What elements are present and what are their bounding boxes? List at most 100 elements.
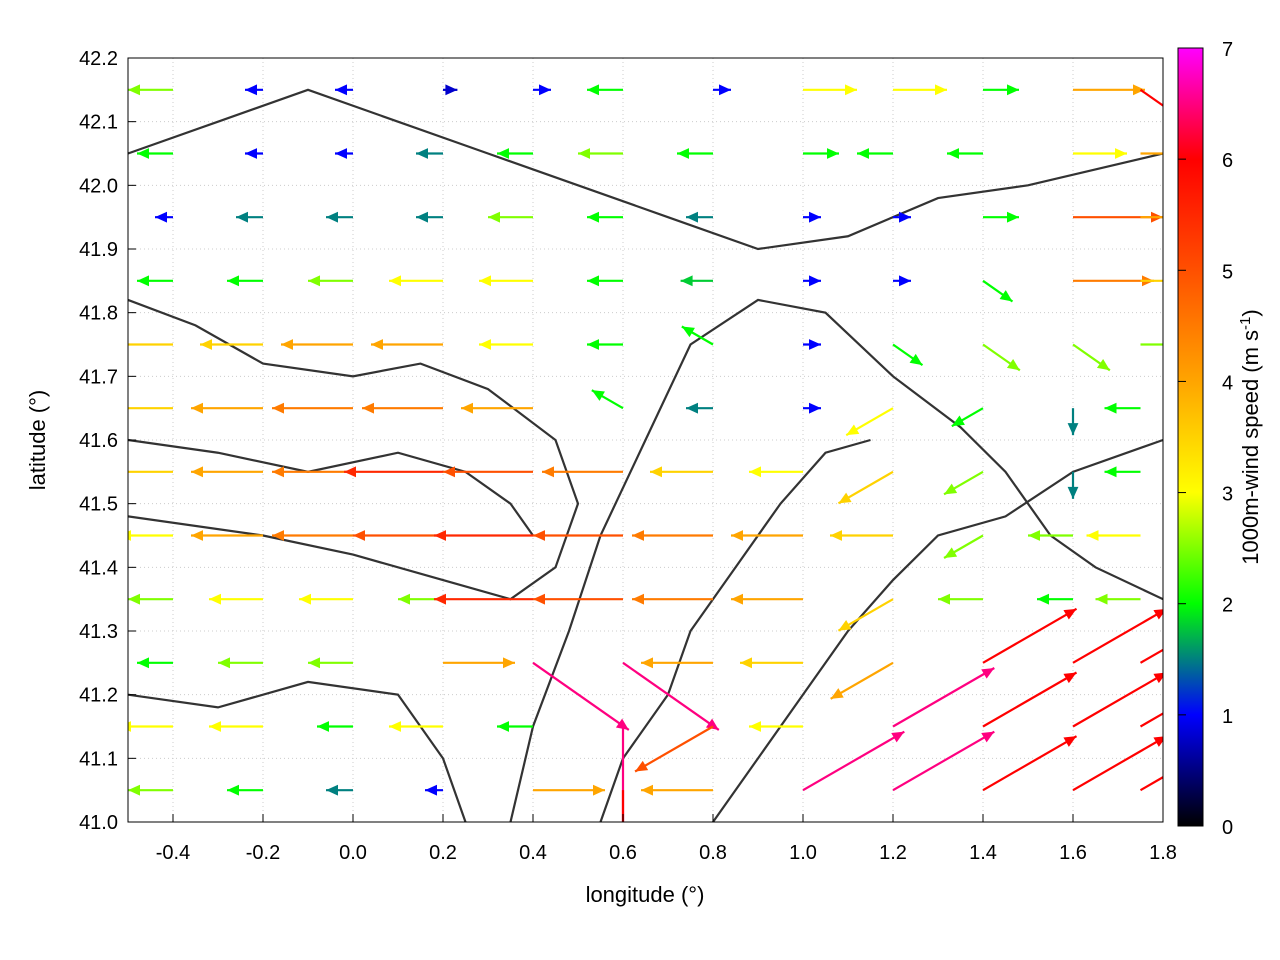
- vector-arrowhead: [899, 211, 911, 223]
- colorbar-ticks: 0 1 2 3 4 5 6 7: [1178, 39, 1233, 839]
- y-tick-label: 42.1: [79, 112, 118, 134]
- vector-arrowhead: [899, 275, 911, 287]
- wind-vector: [982, 343, 1021, 372]
- wind-vector: [1140, 216, 1163, 219]
- wind-vector: [272, 530, 353, 541]
- wind-vector: [1072, 736, 1163, 792]
- wind-vector: [1067, 408, 1079, 436]
- wind-vector: [137, 148, 173, 159]
- wind-vector: [713, 84, 731, 96]
- vector-arrowhead: [128, 784, 140, 796]
- wind-vector: [621, 790, 625, 822]
- vector-shaft: [1139, 775, 1163, 792]
- vector-arrowhead: [857, 148, 869, 159]
- wind-vector: [533, 593, 623, 605]
- wind-vector: [740, 657, 803, 669]
- wind-vector: [830, 530, 893, 541]
- vector-arrowhead: [1067, 423, 1079, 436]
- vector-arrowhead: [128, 721, 131, 732]
- vector-arrowhead: [981, 668, 995, 679]
- wind-vector: [317, 721, 353, 732]
- wind-vector: [983, 211, 1019, 223]
- wind-vector: [641, 784, 713, 796]
- vector-arrowhead: [845, 84, 857, 96]
- vector-arrowhead: [497, 148, 509, 159]
- wind-vector: [983, 84, 1019, 96]
- wind-vector: [479, 275, 533, 287]
- vector-shaft: [892, 730, 995, 792]
- wind-vector: [434, 593, 533, 605]
- vector-arrowhead: [1153, 672, 1163, 684]
- wind-vector: [686, 402, 713, 414]
- wind-vector: [389, 721, 443, 732]
- vector-arrowhead: [191, 530, 203, 541]
- vector-arrowhead: [200, 339, 212, 350]
- wind-vector: [680, 275, 713, 287]
- vector-arrowhead: [951, 415, 965, 427]
- wind-vector: [497, 148, 533, 159]
- wind-vector: [110, 403, 173, 414]
- y-tick-label: 41.1: [79, 748, 118, 770]
- wind-vector: [749, 466, 803, 478]
- vector-arrowhead: [128, 530, 131, 541]
- vector-arrowhead: [308, 657, 320, 669]
- vector-arrowhead: [1115, 148, 1127, 159]
- wind-vector: [128, 84, 173, 96]
- wind-vector: [416, 211, 443, 223]
- vector-arrowhead: [1153, 609, 1163, 620]
- x-tick-label: 1.8: [1149, 842, 1177, 864]
- vector-arrowhead: [1153, 736, 1163, 747]
- wind-vector: [982, 279, 1014, 303]
- vector-shaft: [982, 671, 1078, 728]
- vector-arrowhead: [110, 403, 122, 414]
- wind-vector: [893, 84, 947, 96]
- wind-vector: [830, 661, 894, 700]
- wind-vector: [1072, 609, 1163, 664]
- wind-vector: [634, 725, 714, 773]
- colorbar-tick-label: 6: [1222, 150, 1233, 172]
- vector-arrowhead: [838, 619, 852, 631]
- wind-vector: [947, 148, 983, 159]
- wind-vector: [857, 148, 893, 159]
- wind-vector: [803, 275, 821, 287]
- vector-arrowhead: [680, 275, 693, 287]
- wind-vector: [371, 339, 443, 350]
- vector-shaft: [532, 661, 630, 731]
- vector-shaft: [1072, 673, 1163, 728]
- vector-arrowhead: [344, 466, 356, 478]
- wind-vector: [335, 84, 353, 96]
- vector-arrowhead: [209, 593, 221, 605]
- y-tick-label: 41.6: [79, 430, 118, 452]
- wind-vector: [837, 470, 894, 505]
- vector-shaft: [1072, 736, 1163, 792]
- y-tick-label: 41.9: [79, 239, 118, 261]
- wind-vector: [1072, 672, 1163, 728]
- wind-vector: [542, 466, 623, 478]
- vector-arrowhead: [593, 784, 605, 796]
- wind-vector: [110, 466, 173, 477]
- vector-arrowhead: [245, 148, 257, 159]
- y-tick-label: 41.8: [79, 303, 118, 325]
- vector-arrowhead: [947, 148, 959, 159]
- vector-arrowhead: [110, 466, 122, 477]
- wind-vector: [1073, 84, 1145, 96]
- vector-arrowhead: [272, 466, 284, 478]
- wind-vector: [632, 530, 713, 541]
- wind-vector: [803, 211, 821, 223]
- vector-arrowhead: [497, 721, 509, 732]
- y-tick-label: 41.7: [79, 366, 118, 388]
- vector-arrowhead: [1007, 84, 1019, 96]
- vector-arrowhead: [615, 718, 629, 730]
- vector-shaft: [622, 661, 720, 731]
- vector-arrowhead: [191, 466, 203, 478]
- wind-vector: [837, 598, 894, 632]
- vector-arrowhead: [425, 784, 437, 796]
- wind-vector: [362, 402, 443, 414]
- y-tick-label: 41.2: [79, 685, 118, 707]
- vector-arrowhead: [1096, 359, 1110, 371]
- vector-arrowhead: [1221, 673, 1234, 684]
- vector-arrowhead: [587, 84, 599, 96]
- vector-shaft: [634, 725, 714, 773]
- contour-line: [509, 298, 1163, 822]
- wind-vector: [209, 721, 263, 732]
